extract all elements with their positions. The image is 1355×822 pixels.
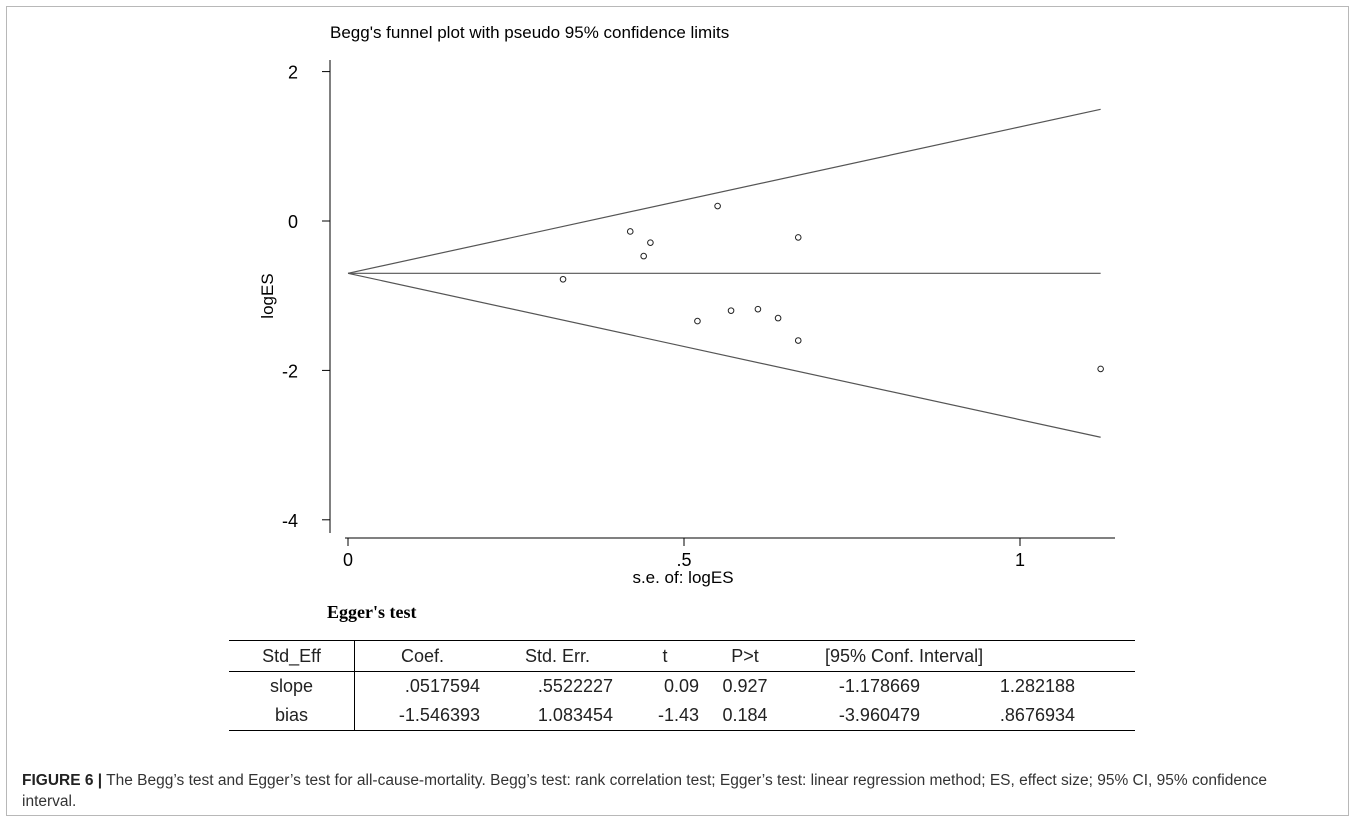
row-name: slope (229, 671, 355, 701)
figure-caption: FIGURE 6 | The Begg’s test and Egger’s t… (22, 770, 1322, 812)
row-coef: -1.546393 (354, 701, 490, 731)
header-t: t (625, 640, 705, 672)
egger-header-row: Std_Eff Coef. Std. Err. t P>t [95% Conf.… (229, 640, 1135, 672)
data-point (727, 307, 735, 314)
row-ci-low: -3.960479 (785, 701, 920, 731)
header-conf-interval: [95% Conf. Interval] (785, 640, 1135, 672)
table-row: bias -1.546393 1.083454 -1.43 0.184 -3.9… (229, 701, 1135, 731)
egger-test-title: Egger's test (327, 602, 417, 622)
header-std-eff: Std_Eff (229, 640, 355, 672)
caption-text: The Begg’s test and Egger’s test for all… (22, 772, 1267, 810)
lower-confidence-limit (347, 272, 1101, 438)
row-p: 0.927 (722, 676, 768, 696)
egger-table: Std_Eff Coef. Std. Err. t P>t [95% Conf.… (229, 640, 1135, 731)
header-std-err: Std. Err. (490, 640, 625, 672)
x-ticks: 0.5 1 (343, 538, 1025, 570)
upper-confidence-limit (347, 108, 1101, 274)
x-tick-label: 1 (1015, 550, 1025, 570)
data-points (559, 202, 1104, 373)
row-coef: .0517594 (404, 676, 480, 696)
x-tick-label: 0 (343, 550, 353, 570)
row-ci-low: -1.178669 (838, 676, 920, 696)
row-t: 0.09 (663, 676, 699, 696)
data-point (1097, 365, 1104, 373)
data-point (559, 275, 567, 283)
y-tick-label: -4 (282, 511, 298, 531)
funnel-lines (347, 108, 1101, 438)
data-point (694, 317, 701, 325)
table-row: slope .0517594 .5522227 0.09 0.927 -1.17… (229, 671, 1135, 701)
row-t: -1.43 (625, 701, 705, 731)
funnel-plot: Begg's funnel plot with pseudo 95% confi… (258, 23, 1115, 587)
chart-title: Begg's funnel plot with pseudo 95% confi… (330, 23, 729, 42)
data-point (640, 252, 647, 260)
caption-label: FIGURE 6 | (22, 772, 103, 789)
data-point (794, 234, 802, 241)
data-point (647, 239, 654, 246)
header-coef: Coef. (354, 640, 490, 672)
header-p: P>t (705, 640, 785, 672)
data-point (774, 314, 782, 322)
x-tick-label: .5 (676, 550, 691, 570)
y-ticks: 2 0 -2 -4 (282, 63, 330, 531)
y-tick-label: -2 (282, 361, 298, 381)
row-ci-high: .8676934 (920, 701, 1135, 731)
y-axis-label: logES (258, 273, 277, 318)
row-p: 0.184 (705, 701, 785, 731)
data-point (794, 337, 802, 344)
row-name: bias (229, 701, 355, 731)
data-point (754, 305, 762, 313)
row-ci-high: 1.282188 (999, 676, 1075, 696)
data-point (714, 202, 721, 210)
row-std-err: .5522227 (537, 676, 613, 696)
x-axis-label: s.e. of: logES (632, 568, 733, 587)
data-point (626, 228, 634, 235)
y-tick-label: 0 (288, 212, 298, 232)
y-tick-label: 2 (288, 63, 298, 83)
row-std-err: 1.083454 (490, 701, 625, 731)
